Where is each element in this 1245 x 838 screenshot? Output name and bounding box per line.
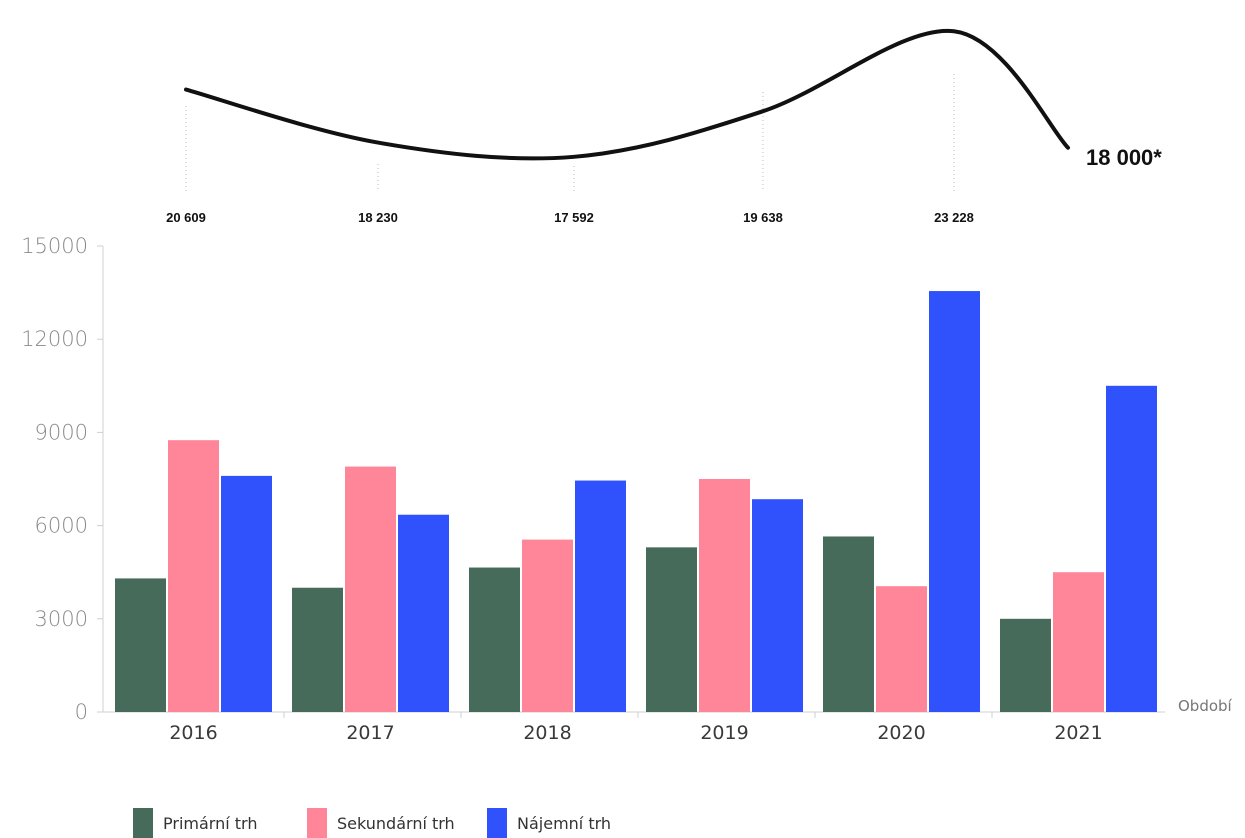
bar-series	[115, 291, 1157, 712]
trend-point-label: 19 638	[743, 210, 783, 225]
y-tick-label: 15000	[21, 234, 88, 258]
trend-point-label: 17 592	[554, 210, 594, 225]
bar-chart-axes: Období	[102, 246, 1233, 715]
y-tick-label: 9000	[35, 420, 88, 444]
legend-label: Primární trh	[163, 814, 257, 833]
x-tick-label: 2018	[523, 722, 571, 744]
x-axis-title: Období	[1178, 697, 1233, 715]
bar-secondary-2018	[522, 539, 573, 712]
bar-rental-2020	[929, 291, 980, 712]
bar-primary-2021	[1000, 618, 1051, 712]
x-tick-labels: 2016 2017 2018 2019 2020 2021	[169, 712, 1103, 744]
bar-primary-2019	[646, 547, 697, 712]
bar-rental-2016	[221, 475, 272, 712]
legend: Primární trh Sekundární trh Nájemní trh	[133, 808, 611, 838]
bar-primary-2017	[292, 587, 343, 712]
bar-rental-2021	[1106, 385, 1157, 712]
x-tick-label: 2016	[169, 722, 217, 744]
trend-line	[184, 28, 1070, 161]
bar-secondary-2016	[168, 440, 219, 712]
trend-line-chart: 20 609 18 230 17 592 19 638 23 228 18 000*	[166, 28, 1162, 225]
bar-secondary-2017	[345, 466, 396, 712]
x-tick-label: 2017	[346, 722, 394, 744]
bar-secondary-2019	[699, 479, 750, 712]
y-tick-labels: 0 3000 6000 9000 12000 15000	[21, 234, 103, 724]
bar-secondary-2020	[876, 586, 927, 712]
y-tick-label: 6000	[35, 514, 88, 538]
trend-point-label: 18 230	[358, 210, 398, 225]
bar-primary-2018	[469, 567, 520, 712]
y-tick-label: 0	[75, 700, 88, 724]
legend-label: Nájemní trh	[517, 814, 611, 833]
legend-swatch	[487, 808, 507, 838]
x-tick-label: 2021	[1054, 722, 1102, 744]
bar-rental-2018	[575, 480, 626, 712]
y-tick-label: 12000	[21, 327, 88, 351]
legend-label: Sekundární trh	[337, 814, 455, 833]
legend-swatch	[133, 808, 153, 838]
y-tick-label: 3000	[35, 607, 88, 631]
trend-final-label: 18 000*	[1086, 145, 1162, 170]
bar-rental-2017	[398, 514, 449, 712]
legend-swatch	[307, 808, 327, 838]
x-tick-label: 2019	[700, 722, 748, 744]
bar-primary-2020	[823, 536, 874, 712]
bar-rental-2019	[752, 499, 803, 712]
trend-point-label: 23 228	[934, 210, 974, 225]
bar-primary-2016	[115, 578, 166, 712]
trend-point-label: 20 609	[166, 210, 206, 225]
bar-secondary-2021	[1053, 572, 1104, 712]
x-tick-label: 2020	[877, 722, 925, 744]
